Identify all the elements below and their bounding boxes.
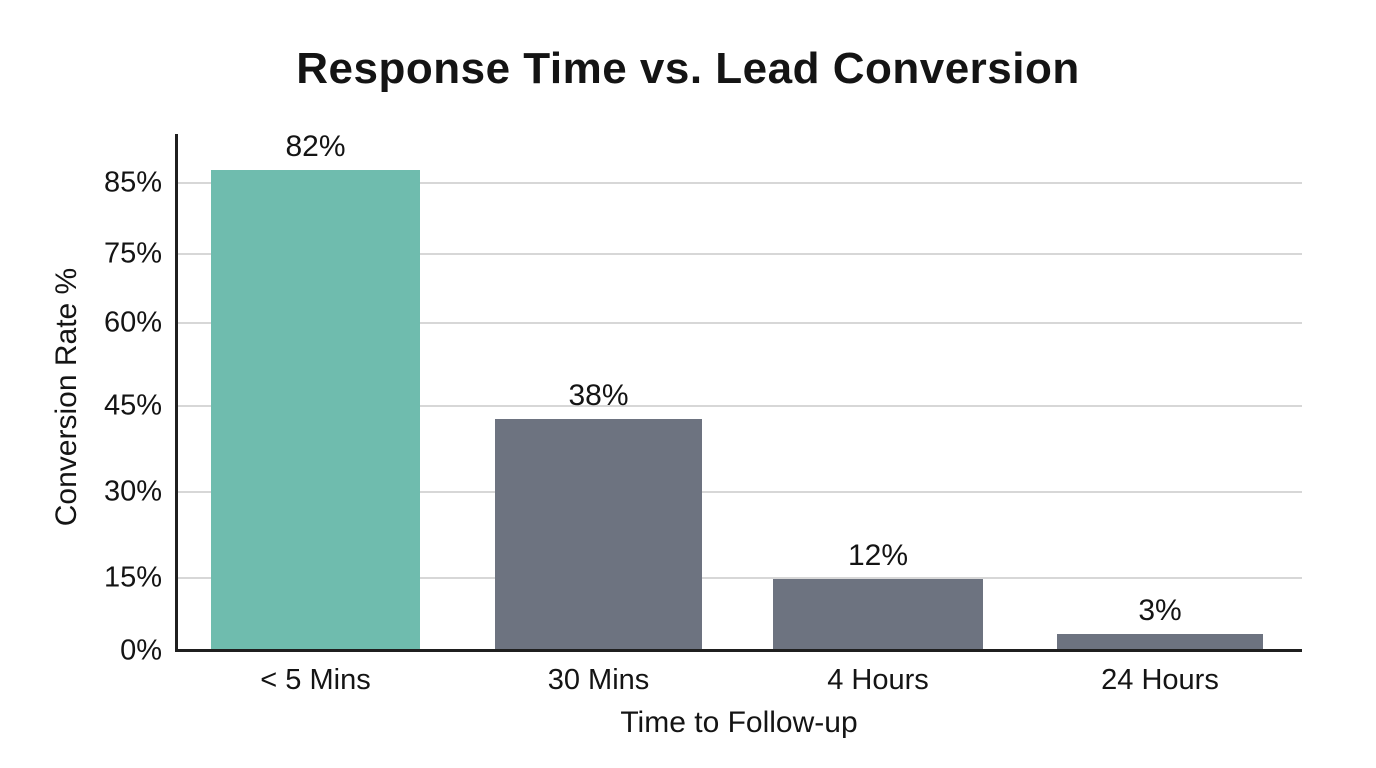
gridline (176, 322, 1302, 324)
bar-default (495, 419, 702, 651)
bar-default (1057, 634, 1263, 651)
bar-value-label: 12% (847, 539, 909, 572)
bar-default (773, 579, 983, 651)
x-axis-title: Time to Follow-up (620, 706, 858, 739)
y-tick-label: 45% (103, 389, 162, 422)
y-tick-label: 60% (103, 306, 162, 339)
x-category-label: < 5 Mins (260, 664, 371, 696)
gridline (176, 491, 1302, 493)
x-category-label: 4 Hours (827, 664, 929, 696)
bar-highlighted (211, 170, 420, 651)
bar-value-label: 82% (285, 130, 346, 163)
y-tick-label: 30% (103, 475, 162, 508)
y-tick-label: 75% (103, 237, 162, 270)
y-tick-label: 0% (120, 634, 162, 667)
gridline (176, 182, 1302, 184)
x-category-label: 24 Hours (1101, 664, 1219, 696)
y-tick-label: 85% (103, 166, 162, 199)
bar-value-label: 3% (1138, 594, 1182, 627)
y-tick-label: 15% (103, 561, 162, 594)
bar-value-label: 38% (568, 379, 629, 412)
y-axis-line (175, 134, 178, 651)
x-category-label: 30 Mins (547, 664, 650, 696)
gridline (176, 405, 1302, 407)
gridline (176, 577, 1302, 579)
x-axis-line (175, 649, 1302, 652)
gridline (176, 253, 1302, 255)
chart-title: Response Time vs. Lead Conversion (296, 44, 1080, 93)
